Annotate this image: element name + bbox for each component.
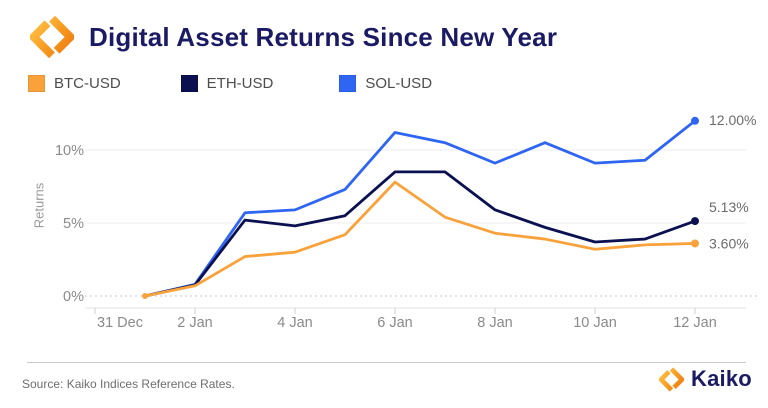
end-value-label-btc-usd: 3.60% bbox=[709, 235, 749, 251]
end-value-label-eth-usd: 5.13% bbox=[709, 199, 749, 215]
end-dot-btc-usd bbox=[691, 239, 699, 248]
y-tick-label: 10% bbox=[55, 143, 84, 159]
x-tick-label: 4 Jan bbox=[277, 315, 312, 331]
x-tick-label: 31 Dec bbox=[97, 315, 143, 331]
kaiko-logo-icon bbox=[30, 15, 74, 59]
footer-divider bbox=[27, 362, 746, 363]
end-dot-sol-usd bbox=[691, 116, 699, 125]
y-tick-label: 5% bbox=[63, 216, 84, 232]
x-tick-label: 8 Jan bbox=[477, 315, 512, 331]
end-dot-eth-usd bbox=[691, 217, 699, 226]
line-series-btc-usd bbox=[143, 180, 697, 298]
legend-swatch-btc bbox=[28, 75, 45, 92]
legend-item-eth-usd[interactable]: ETH-USD bbox=[180, 75, 274, 92]
line-series-sol-usd bbox=[143, 119, 697, 298]
legend-swatch-sol bbox=[339, 75, 357, 92]
legend-item-btc-usd[interactable]: BTC-USD bbox=[28, 75, 121, 92]
brand-footer: Kaiko bbox=[659, 366, 752, 392]
start-dot bbox=[142, 293, 148, 299]
x-tick-label: 12 Jan bbox=[673, 315, 717, 331]
legend-item-sol-usd[interactable]: SOL-USD bbox=[339, 75, 432, 92]
legend-label-sol: SOL-USD bbox=[365, 75, 433, 92]
x-tick-label: 10 Jan bbox=[573, 315, 617, 331]
x-tick-label: 2 Jan bbox=[177, 315, 212, 331]
kaiko-logo-small-icon bbox=[659, 366, 684, 392]
page-title: Digital Asset Returns Since New Year bbox=[89, 21, 558, 52]
legend-label-btc: BTC-USD bbox=[54, 75, 121, 92]
brand-wordmark: Kaiko bbox=[691, 366, 752, 391]
source-note: Source: Kaiko Indices Reference Rates. bbox=[22, 377, 235, 391]
header: Digital Asset Returns Since New Year bbox=[30, 15, 557, 59]
legend-swatch-eth bbox=[180, 75, 198, 92]
y-tick-label: 0% bbox=[63, 289, 84, 305]
legend-label-eth: ETH-USD bbox=[206, 75, 274, 92]
chart-legend: BTC-USD ETH-USD SOL-USD bbox=[28, 75, 432, 92]
kaiko-logo-mark bbox=[30, 15, 74, 59]
x-tick-label: 6 Jan bbox=[377, 315, 412, 331]
y-axis-title: Returns bbox=[31, 182, 47, 229]
line-series-eth-usd bbox=[143, 170, 697, 298]
end-value-label-sol-usd: 12.00% bbox=[709, 112, 756, 128]
